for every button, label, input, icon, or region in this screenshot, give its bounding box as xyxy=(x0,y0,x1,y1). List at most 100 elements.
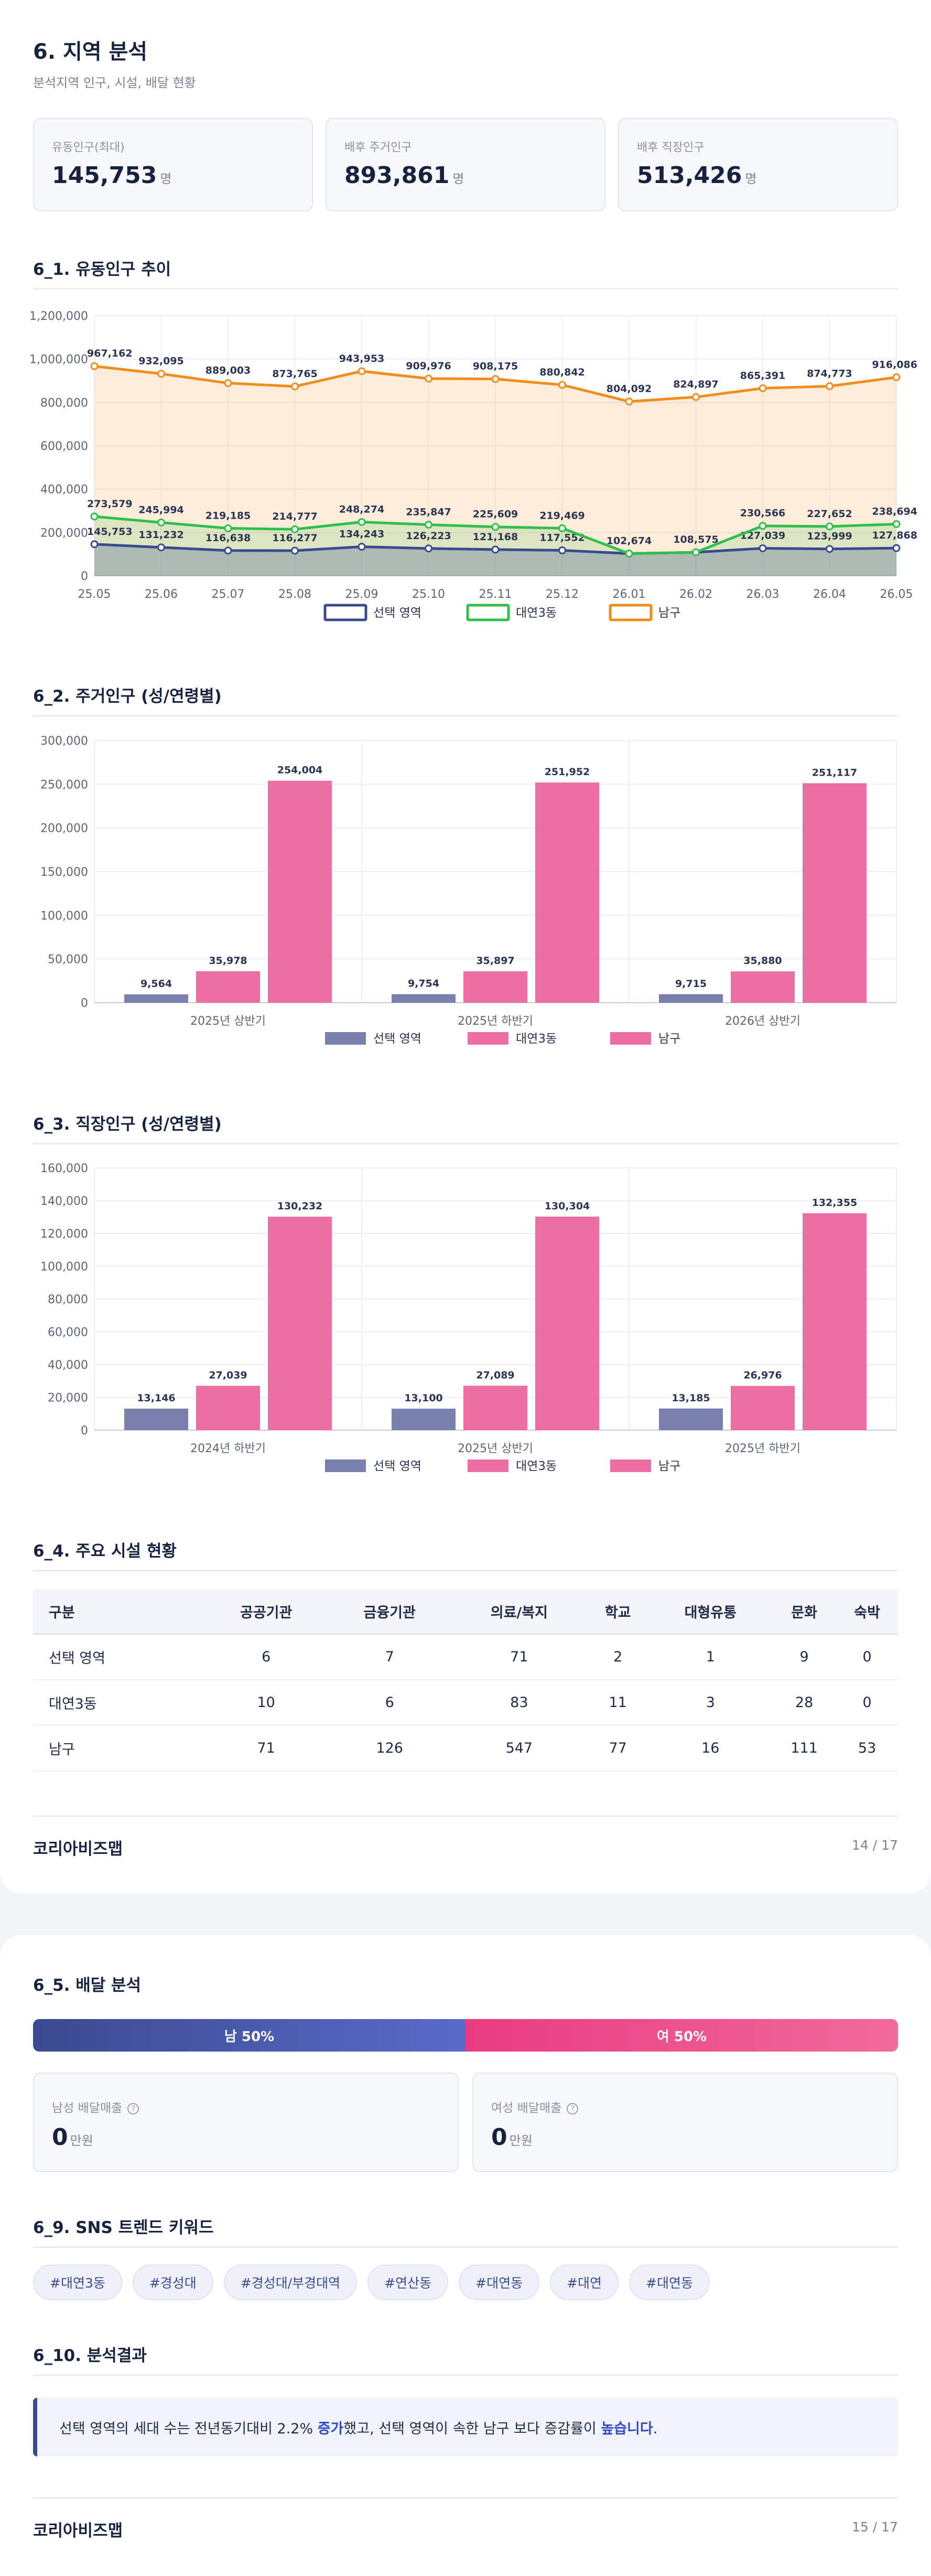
sns-tag[interactable]: #연산동 xyxy=(367,2264,449,2300)
table-cell: 선택 영역 xyxy=(33,1634,204,1680)
data-label: 248,274 xyxy=(339,503,385,515)
data-label: 251,117 xyxy=(812,767,858,778)
stat-label: 배후 주거인구 xyxy=(344,141,412,154)
male-sales-label: 남성 배달매출? xyxy=(52,2098,139,2116)
bar xyxy=(124,1408,188,1430)
data-label: 824,897 xyxy=(673,379,719,390)
data-label: 26,976 xyxy=(743,1370,782,1381)
data-label: 245,994 xyxy=(138,504,184,516)
table-cell: 10 xyxy=(204,1680,328,1726)
data-point xyxy=(425,544,432,553)
data-label: 13,146 xyxy=(137,1392,175,1404)
sns-tag[interactable]: #대연동 xyxy=(459,2264,540,2300)
page-subtitle: 분석지역 인구, 시설, 배달 현황 xyxy=(33,76,196,90)
legend-swatch xyxy=(610,1459,651,1472)
residential-population-bar-chart: 0 50,000 100,000 150,000 200,000 250,000 300,0… xyxy=(40,735,897,1046)
y-tick-label: 0 xyxy=(81,997,88,1010)
data-label: 932,095 xyxy=(138,356,184,367)
y-tick-label: 600,000 xyxy=(40,440,88,453)
table-cell: 71 xyxy=(451,1634,587,1680)
data-label: 235,847 xyxy=(406,507,451,518)
floating-population-line-chart: 0 200,000 400,000 600,000 800,000 1,000,000 1,… xyxy=(29,310,917,621)
data-label: 35,880 xyxy=(743,955,782,967)
data-point xyxy=(157,518,165,527)
sns-tag[interactable]: #대연3동 xyxy=(33,2264,122,2300)
data-point xyxy=(692,548,700,556)
y-tick-label: 100,000 xyxy=(40,909,88,922)
x-tick-label: 2026년 상반기 xyxy=(725,1015,800,1028)
data-point xyxy=(558,381,566,389)
series-area xyxy=(94,366,896,576)
y-tick-label: 0 xyxy=(81,570,88,583)
data-point xyxy=(425,521,432,529)
bar xyxy=(731,971,795,1003)
bar xyxy=(268,1217,332,1430)
data-label: 214,777 xyxy=(272,511,318,522)
bar xyxy=(803,1213,867,1430)
data-point xyxy=(224,524,232,532)
y-tick-label: 60,000 xyxy=(48,1326,88,1339)
section-title-residential: 6_2. 주거인구 (성/연령별) xyxy=(33,687,222,706)
x-tick-label: 2024년 하반기 xyxy=(190,1442,266,1455)
x-tick-label: 25.05 xyxy=(78,588,111,601)
table-cell: 0 xyxy=(836,1680,898,1726)
x-tick-label: 26.05 xyxy=(880,588,913,601)
table-cell: 77 xyxy=(587,1725,649,1772)
bar xyxy=(463,1386,527,1430)
table-cell: 11 xyxy=(587,1680,649,1726)
table-header: 대형유통 xyxy=(648,1589,773,1635)
bar xyxy=(659,994,723,1003)
page-number: 14 / 17 xyxy=(852,1838,898,1853)
data-label: 116,638 xyxy=(205,532,251,544)
legend-label: 선택 영역 xyxy=(373,606,421,620)
data-label: 116,277 xyxy=(272,532,318,544)
sns-tag[interactable]: #대연동 xyxy=(629,2264,710,2300)
legend-swatch xyxy=(323,604,367,621)
x-tick-label: 26.03 xyxy=(746,588,780,601)
data-label: 238,694 xyxy=(872,506,917,517)
data-label: 874,773 xyxy=(807,368,852,379)
x-tick-label: 26.02 xyxy=(679,588,712,601)
y-tick-label: 40,000 xyxy=(48,1359,88,1372)
help-icon[interactable]: ? xyxy=(127,2102,139,2115)
sns-tag[interactable]: #경성대/부경대역 xyxy=(223,2264,358,2300)
data-label: 108,575 xyxy=(673,534,719,545)
data-label: 35,897 xyxy=(476,955,514,967)
sns-tag[interactable]: #경성대 xyxy=(132,2264,213,2300)
footer-divider xyxy=(33,1816,898,1817)
y-tick-label: 800,000 xyxy=(40,396,88,410)
legend-label: 남구 xyxy=(658,1032,680,1046)
sns-tag[interactable]: #대연 xyxy=(550,2264,619,2300)
data-label: 127,868 xyxy=(872,530,917,541)
data-point xyxy=(826,545,833,553)
legend-label: 대연3동 xyxy=(516,1032,557,1046)
y-tick-label: 1,200,000 xyxy=(29,310,88,323)
stat-card-floating: 유동인구(최대) 145,753 명 xyxy=(33,118,313,211)
data-label: 873,765 xyxy=(272,368,318,380)
table-cell: 71 xyxy=(204,1725,328,1772)
data-point xyxy=(625,550,633,558)
data-label: 916,086 xyxy=(872,359,917,370)
bar xyxy=(535,1216,599,1430)
legend-label: 남구 xyxy=(658,606,680,620)
data-point xyxy=(625,398,633,406)
section-title-sns: 6_9. SNS 트렌드 키워드 xyxy=(33,2218,214,2237)
bar xyxy=(463,971,527,1003)
bar xyxy=(659,1408,723,1430)
help-icon[interactable]: ? xyxy=(567,2102,579,2115)
table-cell: 0 xyxy=(836,1634,898,1680)
stat-card-workplace: 배후 직장인구 513,426 명 xyxy=(618,118,898,211)
stat-value: 513,426 명 xyxy=(637,162,757,189)
data-point xyxy=(358,367,366,375)
x-tick-label: 2025년 상반기 xyxy=(190,1015,266,1028)
data-label: 909,976 xyxy=(406,360,451,372)
x-tick-label: 25.06 xyxy=(145,588,178,601)
section-divider xyxy=(33,288,898,289)
stat-label: 유동인구(최대) xyxy=(52,141,125,154)
y-tick-label: 200,000 xyxy=(40,527,88,540)
data-point xyxy=(692,393,700,401)
stat-value: 893,861 명 xyxy=(344,162,464,189)
female-share-segment: 여 50% xyxy=(465,2019,898,2052)
table-cell: 83 xyxy=(451,1680,587,1726)
table-cell: 126 xyxy=(328,1725,451,1772)
